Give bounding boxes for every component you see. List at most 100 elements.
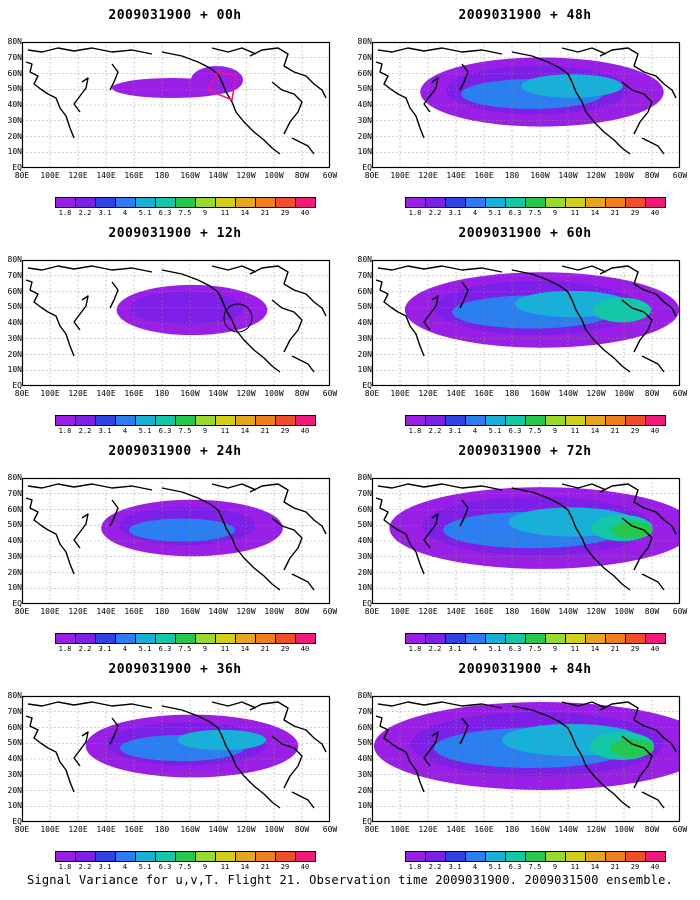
coastline xyxy=(621,81,653,135)
colorbar-label: 29 xyxy=(280,645,290,653)
longitude-label: 140E xyxy=(446,389,466,398)
coastline xyxy=(641,791,665,809)
coastline xyxy=(375,61,425,139)
longitude-label: 160W xyxy=(180,825,200,834)
latitude-label: 50N xyxy=(357,84,372,94)
colorbar-swatch xyxy=(465,634,485,643)
colorbar-swatch xyxy=(255,634,275,643)
coastline xyxy=(423,513,439,549)
forecast-panel: 2009031900 + 00h 80N 70N 60N 50N 40N 30N 20N 10N… xyxy=(0,0,350,218)
longitude-label: 100E xyxy=(390,389,410,398)
longitude-label: 140W xyxy=(208,607,228,616)
colorbar-label: 4 xyxy=(472,863,478,871)
longitude-label: 120E xyxy=(418,607,438,616)
colorbar-label: 29 xyxy=(630,645,640,653)
map-plot xyxy=(371,259,681,387)
latitude-label: 50N xyxy=(7,520,22,530)
colorbar-swatch xyxy=(585,634,605,643)
latitude-label: EQ xyxy=(12,163,22,172)
colorbar-swatch xyxy=(545,634,565,643)
colorbar-swatch xyxy=(405,198,425,207)
forecast-panel: 2009031900 + 72h 80N 70N 60N 50N 40N 30N 20N 10N… xyxy=(350,436,700,654)
panel-title: 2009031900 + 48h xyxy=(458,8,592,23)
latitude-label: 30N xyxy=(357,115,372,125)
coastline xyxy=(423,731,439,767)
coastline xyxy=(161,51,281,155)
forecast-panel: 2009031900 + 36h 80N 70N 60N 50N 40N 30N 20N 10N… xyxy=(0,654,350,872)
colorbar-label: 2.2 xyxy=(78,863,92,871)
coastline xyxy=(599,701,677,753)
colorbar-swatch xyxy=(275,852,295,861)
longitude-label: 100E xyxy=(40,825,60,834)
longitude-label: 60W xyxy=(322,171,338,180)
longitude-label: 100W xyxy=(614,171,634,180)
longitude-label: 120E xyxy=(68,607,88,616)
longitude-label: 160E xyxy=(124,171,144,180)
latitude-label: 70N xyxy=(7,270,22,280)
colorbar-swatch xyxy=(605,852,625,861)
coastline xyxy=(25,279,75,357)
colorbar-swatch xyxy=(465,852,485,861)
coastline xyxy=(459,281,469,309)
coastline xyxy=(109,717,119,745)
colorbar-label: 1.8 xyxy=(408,209,422,217)
colorbar-label: 6.3 xyxy=(508,427,522,435)
coastline xyxy=(375,279,425,357)
colorbar-label: 7.5 xyxy=(178,863,192,871)
coastline xyxy=(25,715,75,793)
longitude-label: 120E xyxy=(418,825,438,834)
colorbar-swatch xyxy=(295,198,315,207)
longitude-label: 180 xyxy=(154,607,170,616)
longitude-label: 80E xyxy=(14,171,30,180)
variance-field xyxy=(130,291,244,325)
coastline xyxy=(511,487,631,591)
latitude-label: 70N xyxy=(357,270,372,280)
colorbar-label: 9 xyxy=(202,645,208,653)
colorbar-swatch xyxy=(465,416,485,425)
latitude-label: EQ xyxy=(362,817,372,826)
colorbar-swatch xyxy=(605,198,625,207)
coastline xyxy=(211,701,257,709)
colorbar-label: 3.1 xyxy=(448,645,462,653)
longitude-label: 80W xyxy=(294,825,310,834)
latitude-label: 30N xyxy=(7,551,22,561)
colorbar-label: 14 xyxy=(240,863,250,871)
colorbar xyxy=(405,415,666,426)
colorbar-label: 21 xyxy=(260,427,270,435)
colorbar-label: 9 xyxy=(202,209,208,217)
longitude-label: 160E xyxy=(474,171,494,180)
colorbar-label: 3.1 xyxy=(98,209,112,217)
coastline xyxy=(211,47,257,55)
latitude-label: 10N xyxy=(357,365,372,375)
map-plot xyxy=(21,259,331,387)
colorbar-label: 2.2 xyxy=(78,645,92,653)
longitude-label: 180 xyxy=(504,825,520,834)
longitude-label: 160E xyxy=(474,607,494,616)
colorbar-label: 14 xyxy=(240,427,250,435)
colorbar-swatch xyxy=(75,634,95,643)
longitude-label: 80E xyxy=(364,389,380,398)
colorbar-label: 29 xyxy=(280,863,290,871)
colorbar-label: 14 xyxy=(590,645,600,653)
latitude-label: 10N xyxy=(7,365,22,375)
colorbar-swatch xyxy=(55,634,75,643)
colorbar-label: 9 xyxy=(552,209,558,217)
longitude-label: 60W xyxy=(672,607,688,616)
colorbar-label: 11 xyxy=(570,863,580,871)
coastline xyxy=(641,355,665,373)
longitude-label: 140W xyxy=(208,171,228,180)
colorbar xyxy=(55,415,316,426)
coastline xyxy=(27,47,153,55)
longitude-label: 140E xyxy=(96,171,116,180)
colorbar-swatch xyxy=(115,852,135,861)
colorbar-swatch xyxy=(465,198,485,207)
latitude-label: 10N xyxy=(7,801,22,811)
map-plot xyxy=(21,477,331,605)
colorbar-label: 1.8 xyxy=(58,645,72,653)
longitude-label: 80W xyxy=(644,607,660,616)
map-frame xyxy=(21,695,331,823)
colorbar-swatch xyxy=(645,852,665,861)
colorbar-label: 21 xyxy=(610,427,620,435)
coastline xyxy=(291,137,315,155)
